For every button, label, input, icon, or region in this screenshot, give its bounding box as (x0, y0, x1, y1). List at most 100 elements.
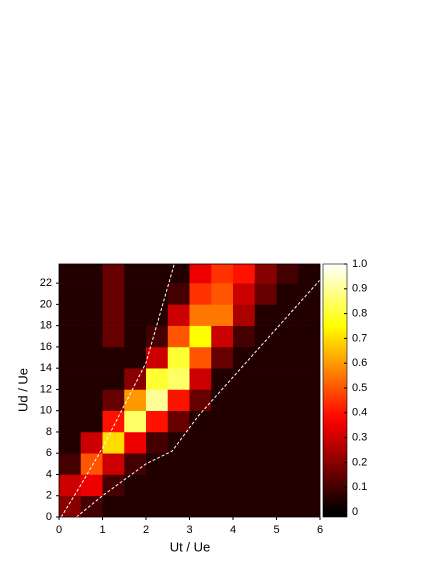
heatmap-cell (254, 453, 277, 475)
heatmap-cell (167, 410, 190, 433)
heatmap-cell (276, 346, 299, 369)
heatmap-cell (146, 283, 169, 305)
heatmap-cell (167, 283, 190, 305)
heatmap-cell (59, 495, 82, 517)
heatmap-cell (276, 431, 299, 454)
heatmap-cell (80, 264, 103, 284)
heatmap-cell (298, 410, 320, 433)
heatmap-cell (124, 304, 147, 326)
colorbar-tick-label: 0.3 (352, 432, 367, 444)
heatmap-cell (298, 474, 320, 497)
heatmap-cell (80, 346, 103, 369)
heatmap-cell (233, 410, 256, 433)
x-tick-label: 6 (317, 524, 323, 536)
heatmap-cell (80, 453, 103, 475)
heatmap-cell (211, 410, 234, 433)
y-axis-label: Ud / Ue (15, 368, 30, 412)
heatmap-cell (167, 304, 190, 326)
heatmap-cell (233, 495, 256, 517)
heatmap-cell (298, 431, 320, 454)
colorbar-tick-label: 0.9 (352, 283, 367, 295)
heatmap-cell (233, 346, 256, 369)
heatmap-cell (189, 325, 212, 348)
heatmap-cell (233, 474, 256, 497)
x-tick-label: 0 (56, 524, 62, 536)
y-tick-label: 6 (46, 447, 52, 459)
heatmap-cell (298, 368, 320, 390)
heatmap-cell (211, 431, 234, 454)
heatmap-cell (254, 495, 277, 517)
boundary-line (76, 279, 320, 517)
heatmap-cell (254, 325, 277, 348)
x-tick-label: 1 (99, 524, 105, 536)
colorbar-tick-label: 0 (352, 506, 358, 518)
heatmap-cell (146, 410, 169, 433)
heatmap-cell (146, 431, 169, 454)
heatmap-cell (254, 410, 277, 433)
heatmap-cell (211, 304, 234, 326)
heatmap-cell (189, 264, 212, 284)
heatmap-cell (167, 474, 190, 497)
heatmap-cell (233, 453, 256, 475)
heatmap-cell (189, 304, 212, 326)
heatmap-cell (59, 368, 82, 390)
heatmap-cell (167, 264, 190, 284)
colorbar-tick-label: 0.5 (352, 382, 367, 394)
heatmap-cell (189, 346, 212, 369)
heatmap-cell (124, 453, 147, 475)
heatmap-cell (80, 325, 103, 348)
heatmap-cell (298, 346, 320, 369)
heatmap-cell (167, 389, 190, 411)
heatmap-cell (102, 474, 125, 497)
heatmap-cell (233, 283, 256, 305)
heatmap-cell (146, 325, 169, 348)
heatmap-cell (124, 283, 147, 305)
heatmap-cell (254, 368, 277, 390)
y-tick-label: 18 (40, 320, 52, 332)
heatmap-cell (189, 474, 212, 497)
heatmap-cell (59, 304, 82, 326)
x-tick-label: 4 (230, 524, 236, 536)
heatmap-cell (80, 368, 103, 390)
colorbar (322, 263, 348, 518)
heatmap-cell (80, 474, 103, 497)
heatmap-cell (189, 389, 212, 411)
heatmap-cell (124, 389, 147, 411)
heatmap-cell (167, 495, 190, 517)
heatmap-cell (233, 368, 256, 390)
heatmap-cell (211, 264, 234, 284)
heatmap-cell (59, 325, 82, 348)
heatmap-cell (80, 410, 103, 433)
heatmap-cell (189, 431, 212, 454)
y-tick-label: 0 (46, 511, 52, 523)
heatmap-cell (102, 495, 125, 517)
heatmap-cell (102, 368, 125, 390)
heatmap-cell (233, 389, 256, 411)
heatmap-cell (124, 368, 147, 390)
heatmap-cell (59, 389, 82, 411)
heatmap-cell (146, 264, 169, 284)
heatmap-cell (80, 431, 103, 454)
heatmap-cell (298, 264, 320, 284)
overlay (60, 264, 320, 517)
heatmap-cell (189, 495, 212, 517)
heatmap-cell (146, 389, 169, 411)
heatmap-cell (59, 346, 82, 369)
heatmap-cell (254, 283, 277, 305)
y-tick-label: 22 (40, 277, 52, 289)
colorbar-tick-label: 1.0 (352, 258, 367, 270)
heatmap-cell (59, 283, 82, 305)
heatmap-cell (276, 453, 299, 475)
y-tick-label: 4 (46, 468, 52, 480)
heatmap-cell (276, 368, 299, 390)
heatmap-cell (146, 495, 169, 517)
heatmap-cell (146, 474, 169, 497)
heatmap-cell (80, 389, 103, 411)
colorbar-tick-label: 0.2 (352, 456, 367, 468)
y-tick-label: 14 (40, 362, 52, 374)
heatmap-cell (233, 264, 256, 284)
heatmap-cell (124, 346, 147, 369)
heatmap-cell (102, 325, 125, 348)
heatmap-cell (102, 283, 125, 305)
